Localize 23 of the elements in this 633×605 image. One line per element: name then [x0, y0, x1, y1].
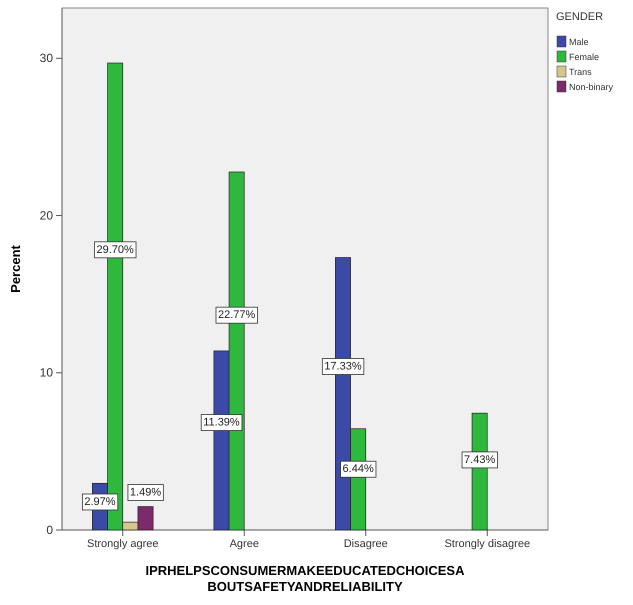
data-label: 6.44%	[342, 463, 374, 476]
x-tick-label: Disagree	[344, 538, 388, 550]
data-label: 22.77%	[218, 309, 256, 322]
legend-label: Trans	[569, 67, 592, 77]
data-label: 29.70%	[96, 244, 134, 256]
y-tick-label: 0	[46, 522, 54, 537]
data-label: 1.49%	[130, 486, 162, 499]
data-label: 7.43%	[464, 454, 496, 466]
legend-label: Female	[569, 52, 600, 62]
legend-label: Non-binary	[569, 82, 614, 92]
y-tick-label: 30	[40, 51, 54, 66]
legend-title: GENDER	[556, 11, 604, 23]
y-axis-title: Percent	[8, 244, 23, 293]
data-label: 2.97%	[84, 496, 116, 508]
data-label: 11.39%	[203, 416, 240, 429]
x-tick-label: Strongly disagree	[444, 538, 530, 550]
x-axis-title: IPRHELPSCONSUMERMAKEEDUCATEDCHOICESABOUTSAFETYANDRELIABILITY	[145, 563, 466, 594]
legend-label: Male	[569, 37, 589, 47]
data-label: 17.33%	[324, 360, 362, 373]
y-tick-label: 20	[40, 208, 54, 222]
y-tick-label: 10	[40, 366, 54, 380]
x-tick-label: Strongly agree	[86, 538, 159, 550]
x-tick-label: Agree	[230, 538, 259, 550]
